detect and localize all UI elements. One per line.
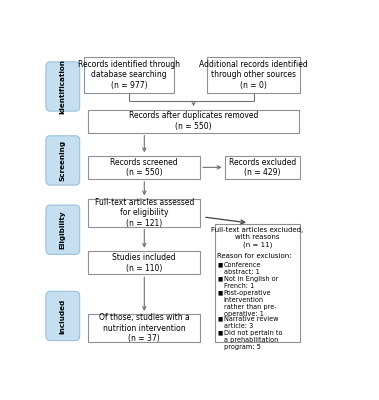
Text: Post-operative
intervention
rather than pre-
operative: 1: Post-operative intervention rather than … — [224, 290, 276, 317]
FancyBboxPatch shape — [84, 57, 174, 93]
Text: Did not pertain to
a prehabilitation
program: 5: Did not pertain to a prehabilitation pro… — [224, 330, 282, 350]
Text: ■: ■ — [218, 262, 223, 267]
Text: ■: ■ — [218, 290, 223, 295]
FancyBboxPatch shape — [46, 62, 80, 111]
Text: ■: ■ — [218, 330, 223, 336]
Text: ■: ■ — [218, 276, 223, 281]
Text: Full-text articles assessed
for eligibility
(n = 121): Full-text articles assessed for eligibil… — [95, 198, 194, 228]
Text: ■: ■ — [218, 316, 223, 321]
Text: Full-text articles excluded,
with reasons
(n = 11): Full-text articles excluded, with reason… — [211, 227, 304, 248]
FancyBboxPatch shape — [88, 110, 299, 133]
Text: Eligibility: Eligibility — [60, 210, 66, 249]
Text: Records screened
(n = 550): Records screened (n = 550) — [111, 158, 178, 177]
Text: Conference
abstract: 1: Conference abstract: 1 — [224, 262, 261, 275]
Text: Identification: Identification — [60, 59, 66, 114]
FancyBboxPatch shape — [46, 291, 80, 341]
Text: Records identified through
database searching
(n = 977): Records identified through database sear… — [78, 60, 180, 90]
Text: Additional records identified
through other sources
(n = 0): Additional records identified through ot… — [199, 60, 308, 90]
Text: Included: Included — [60, 298, 66, 334]
Text: Studies included
(n = 110): Studies included (n = 110) — [113, 253, 176, 272]
Text: Screening: Screening — [60, 140, 66, 181]
FancyBboxPatch shape — [88, 199, 200, 227]
FancyBboxPatch shape — [88, 156, 200, 179]
Text: Of those, studies with a
nutrition intervention
(n = 37): Of those, studies with a nutrition inter… — [99, 313, 190, 343]
FancyBboxPatch shape — [46, 136, 80, 185]
FancyBboxPatch shape — [225, 156, 300, 179]
FancyBboxPatch shape — [207, 57, 300, 93]
Text: Records after duplicates removed
(n = 550): Records after duplicates removed (n = 55… — [129, 112, 258, 131]
FancyBboxPatch shape — [88, 251, 200, 274]
FancyBboxPatch shape — [88, 314, 200, 342]
FancyBboxPatch shape — [46, 205, 80, 254]
Text: Reason for exclusion:: Reason for exclusion: — [217, 254, 292, 260]
Text: Narrative review
article: 3: Narrative review article: 3 — [224, 316, 278, 329]
FancyBboxPatch shape — [215, 224, 300, 342]
Text: Records excluded
(n = 429): Records excluded (n = 429) — [229, 158, 296, 177]
Text: Not in English or
French: 1: Not in English or French: 1 — [224, 276, 278, 289]
